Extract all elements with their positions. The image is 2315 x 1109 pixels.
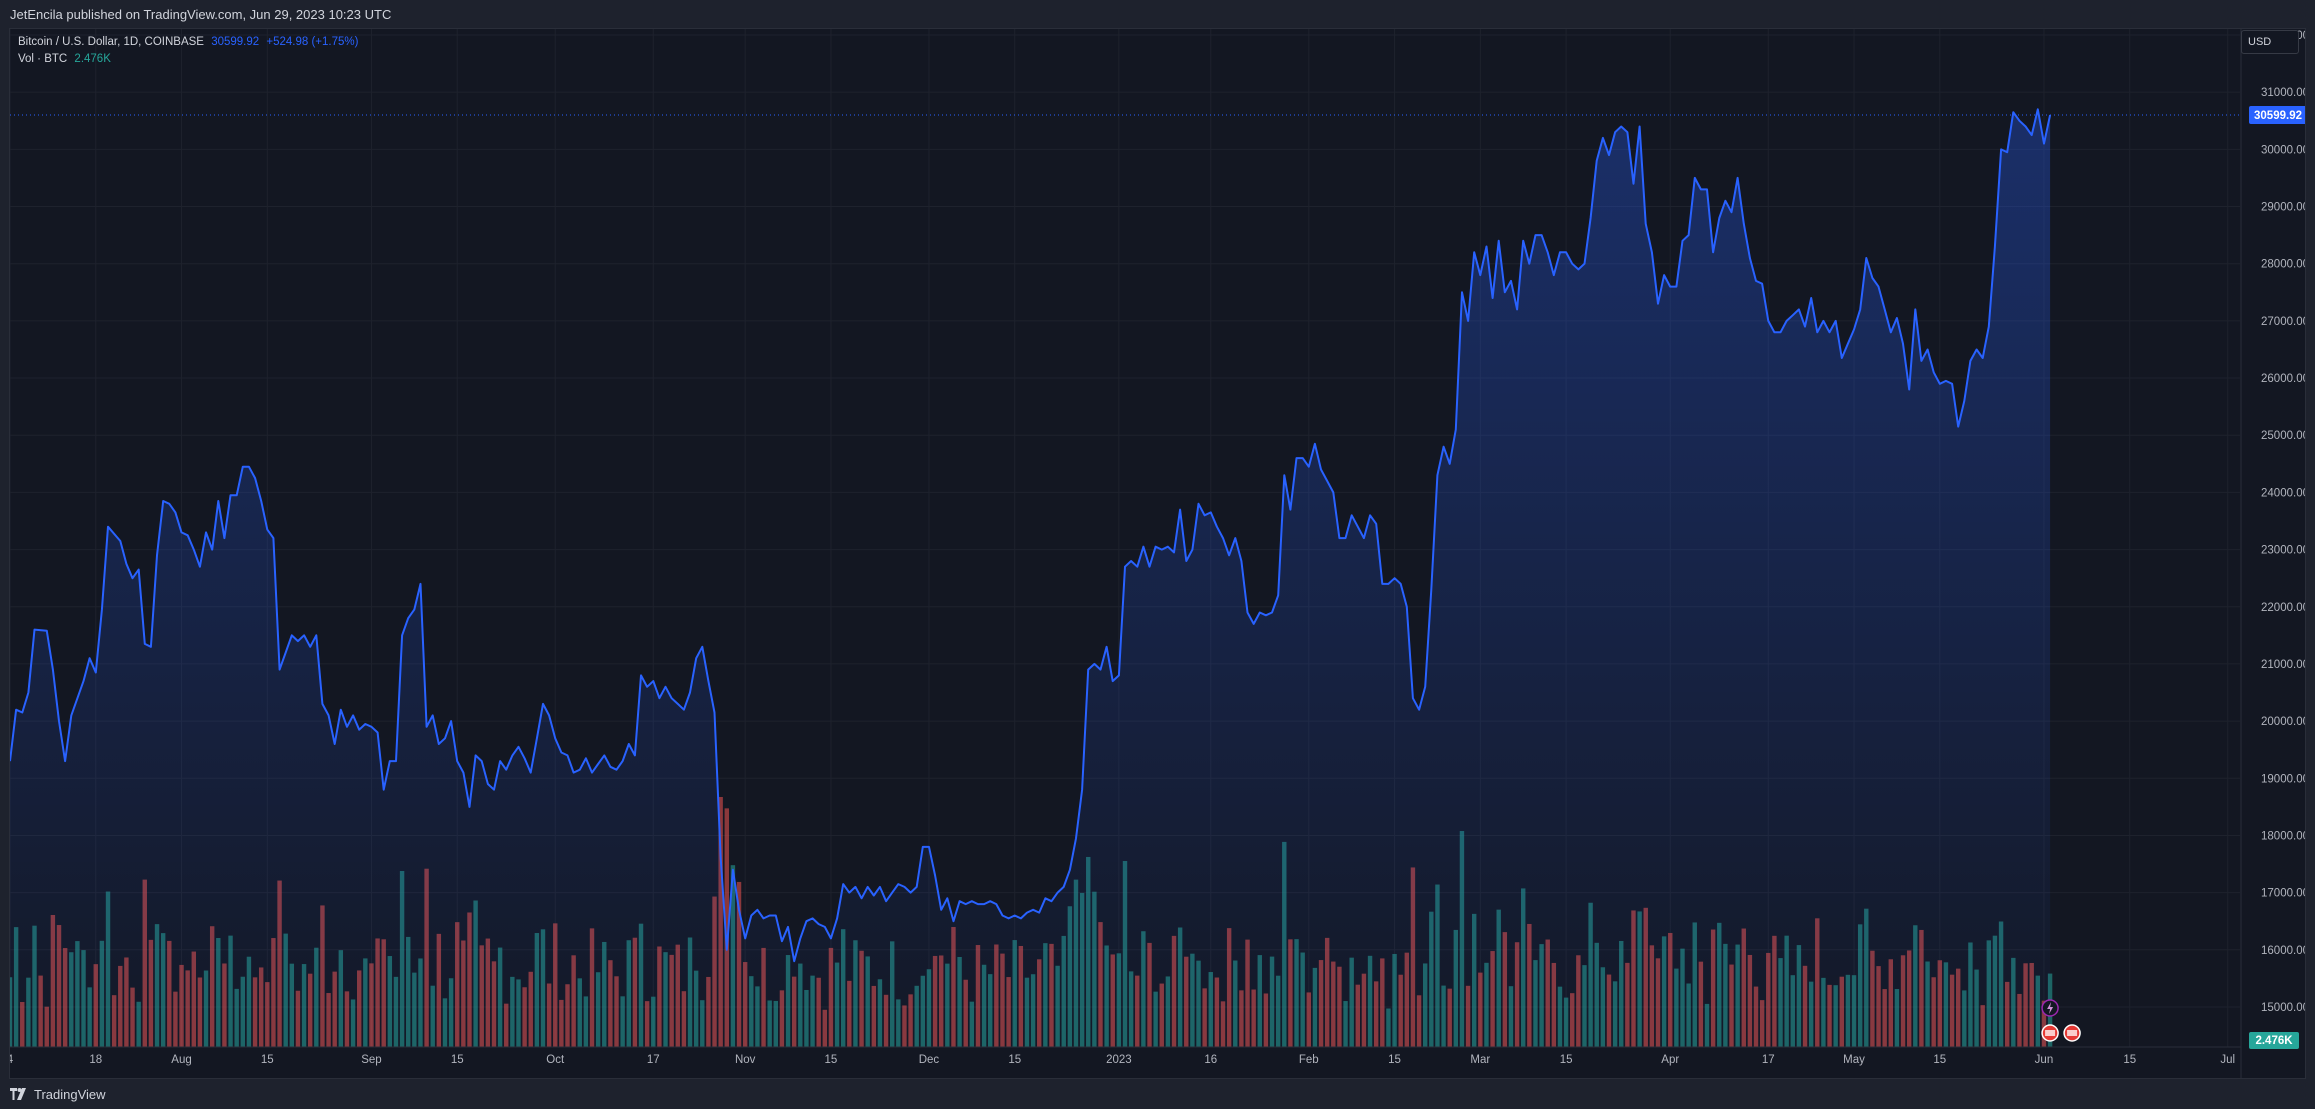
symbol-label: Bitcoin / U.S. Dollar, 1D, COINBASE <box>18 36 204 48</box>
chart-legend: Bitcoin / U.S. Dollar, 1D, COINBASE 3059… <box>18 34 358 68</box>
price-axis-label: 28000.00 <box>2261 259 2306 271</box>
price-axis-label: 23000.00 <box>2261 545 2306 557</box>
price-axis-label: 16000.00 <box>2261 945 2306 957</box>
price-axis-label: 31000.00 <box>2261 87 2306 99</box>
time-axis-label: Aug <box>171 1054 191 1066</box>
last-price-badge-label: 30599.92 <box>2254 110 2302 122</box>
flag-stripes-icon <box>2067 1030 2078 1036</box>
time-axis-label: 15 <box>825 1054 838 1066</box>
price-line[interactable] <box>10 108 2052 963</box>
time-axis-label: Mar <box>1470 1054 1490 1066</box>
price-axis-label: 26000.00 <box>2261 373 2306 385</box>
time-axis-label: 17 <box>1762 1054 1775 1066</box>
price-area-fill <box>10 109 2051 1048</box>
price-axis-label: 29000.00 <box>2261 202 2306 214</box>
time-axis-label: May <box>1843 1054 1865 1066</box>
chart-panel[interactable]: 15000.00 16000.00 17000.00 18000.00 19000.00… <box>9 28 2306 1079</box>
lightning-glyph-icon <box>2047 1002 2054 1014</box>
time-axis-label: 15 <box>1008 1054 1021 1066</box>
brand-name: TradingView <box>34 1086 106 1102</box>
time-axis-label: 15 <box>2123 1054 2136 1066</box>
price-axis-label: 20000.00 <box>2261 716 2306 728</box>
time-axis-label: 15 <box>451 1054 464 1066</box>
time-axis-label: 15 <box>261 1054 274 1066</box>
time-axis-label: 18 <box>89 1054 102 1066</box>
time-axis-label: Oct <box>546 1054 565 1066</box>
price-axis-label: 27000.00 <box>2261 316 2306 328</box>
tradingview-brand[interactable]: TradingView <box>10 1087 106 1102</box>
legend-volume-row: Vol · BTC 2.476K <box>18 51 358 68</box>
time-axis-label: 4 <box>10 1054 14 1066</box>
time-axis-label: Jul <box>2220 1054 2235 1066</box>
price-axis-label: 30000.00 <box>2261 144 2306 156</box>
time-axis-label: Dec <box>919 1054 940 1066</box>
time-axis-label: 16 <box>1204 1054 1217 1066</box>
time-axis-label: Sep <box>361 1054 381 1066</box>
time-axis-label: Feb <box>1299 1054 1319 1066</box>
time-axis-label: 2023 <box>1106 1054 1132 1066</box>
time-axis-label: Apr <box>1661 1054 1679 1066</box>
price-axis-label: 19000.00 <box>2261 773 2306 785</box>
price-change-value: +524.98 (+1.75%) <box>266 36 359 48</box>
volume-label: Vol · BTC <box>18 53 68 65</box>
time-axis-label: Nov <box>735 1054 756 1066</box>
last-volume-badge <box>2249 1032 2299 1049</box>
volume-bar <box>724 808 729 1047</box>
volume-value: 2.476K <box>74 53 111 65</box>
price-axis-label: 17000.00 <box>2261 888 2306 900</box>
publish-header: JetEncila published on TradingView.com, … <box>0 0 2315 28</box>
last-price-value: 30599.92 <box>211 36 260 48</box>
time-axis-label: 17 <box>647 1054 660 1066</box>
price-chart[interactable]: 15000.00 16000.00 17000.00 18000.00 19000.00… <box>10 29 2306 1079</box>
tradingview-logo-icon <box>10 1088 26 1100</box>
flag-stripes-icon <box>2045 1030 2056 1036</box>
price-axis-label: 22000.00 <box>2261 602 2306 614</box>
price-axis-label: 15000.00 <box>2261 1002 2306 1014</box>
publish-info: JetEncila published on TradingView.com, … <box>10 6 392 22</box>
price-axis-label: 24000.00 <box>2261 487 2306 499</box>
footer-bar: TradingView <box>0 1079 2315 1109</box>
time-axis-label: 15 <box>1933 1054 1946 1066</box>
price-axis-label: 21000.00 <box>2261 659 2306 671</box>
currency-selector[interactable]: USD <box>2241 30 2299 54</box>
last-volume-badge-label: 2.476K <box>2255 1035 2293 1047</box>
time-axis-label: 15 <box>1560 1054 1573 1066</box>
price-axis-label: 18000.00 <box>2261 830 2306 842</box>
legend-symbol-row: Bitcoin / U.S. Dollar, 1D, COINBASE 3059… <box>18 34 358 51</box>
price-axis-label: 25000.00 <box>2261 430 2306 442</box>
last-price-badge <box>2249 106 2305 125</box>
time-axis-label: Jun <box>2035 1054 2054 1066</box>
time-axis-label: 15 <box>1388 1054 1401 1066</box>
